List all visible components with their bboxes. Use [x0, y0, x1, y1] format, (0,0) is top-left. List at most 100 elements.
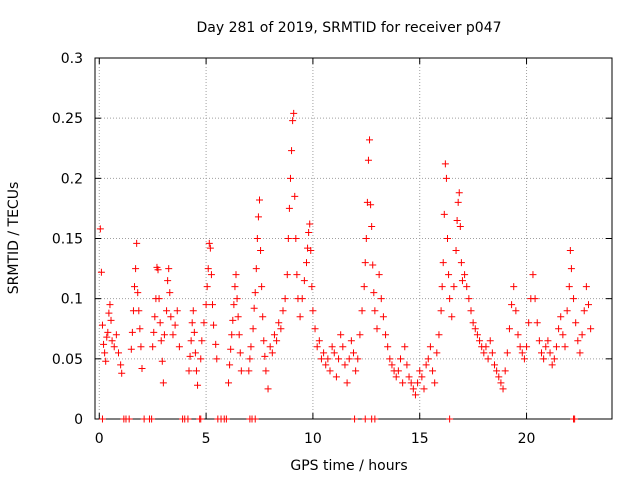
- data-point: [262, 367, 270, 375]
- data-point: [508, 301, 516, 309]
- data-point: [555, 325, 563, 333]
- data-point: [320, 349, 328, 357]
- data-point: [108, 337, 116, 345]
- data-point: [257, 247, 265, 255]
- data-point: [452, 247, 460, 255]
- data-point: [285, 204, 293, 212]
- data-point: [455, 189, 463, 197]
- data-point: [467, 307, 475, 315]
- data-point: [339, 343, 347, 351]
- data-point: [317, 355, 325, 363]
- data-point: [198, 337, 206, 345]
- data-point: [200, 319, 208, 327]
- data-point: [457, 259, 465, 267]
- data-point: [112, 331, 120, 339]
- data-point: [364, 156, 372, 164]
- data-point: [444, 235, 451, 242]
- data-point: [567, 265, 575, 273]
- data-point: [388, 361, 396, 369]
- data-point: [442, 174, 450, 182]
- data-point: [303, 259, 310, 267]
- data-point: [405, 373, 413, 381]
- data-point: [370, 289, 378, 297]
- data-point: [328, 343, 336, 351]
- y-tick-label: 0.15: [52, 232, 83, 248]
- data-point: [98, 321, 106, 329]
- y-axis-label: SRMTID / TECUs: [6, 182, 22, 295]
- data-point: [154, 266, 162, 274]
- data-point: [326, 367, 334, 375]
- data-point: [156, 319, 164, 327]
- data-point: [230, 301, 238, 309]
- data-point: [371, 415, 379, 423]
- data-point: [118, 369, 126, 377]
- data-point: [345, 355, 353, 363]
- chart-title: Day 281 of 2019, SRMTID for receiver p04…: [196, 20, 501, 36]
- data-point: [343, 379, 351, 387]
- data-point: [446, 415, 454, 423]
- data-point: [550, 355, 558, 363]
- data-point: [254, 213, 262, 221]
- data-point: [461, 271, 469, 279]
- data-point: [453, 216, 461, 224]
- data-point: [204, 265, 212, 273]
- data-point: [252, 265, 260, 273]
- data-point: [102, 357, 110, 365]
- data-point: [347, 337, 355, 345]
- data-point: [559, 331, 567, 339]
- data-point: [480, 349, 488, 357]
- data-point: [104, 328, 112, 336]
- data-point: [132, 265, 140, 273]
- data-point: [286, 174, 294, 182]
- data-point: [131, 283, 139, 291]
- data-point: [587, 325, 595, 333]
- data-point: [335, 355, 343, 363]
- data-point: [298, 295, 306, 303]
- data-point: [356, 331, 364, 339]
- data-point: [367, 201, 375, 209]
- data-point: [585, 301, 592, 309]
- data-point: [375, 271, 383, 279]
- data-point: [261, 352, 269, 360]
- data-point: [213, 355, 221, 363]
- x-tick-label: 10: [304, 431, 322, 447]
- data-point: [235, 331, 243, 339]
- data-point: [401, 343, 409, 351]
- data-point: [505, 325, 513, 333]
- data-point: [163, 307, 171, 315]
- data-point: [203, 283, 211, 291]
- data-point: [379, 313, 387, 321]
- data-point: [523, 343, 531, 351]
- data-point: [520, 355, 528, 363]
- data-point: [106, 301, 114, 309]
- x-tick-label: 20: [518, 431, 536, 447]
- data-point: [544, 337, 552, 345]
- data-point: [440, 210, 448, 218]
- data-point: [362, 235, 370, 242]
- data-point: [361, 415, 369, 423]
- data-point: [185, 367, 193, 375]
- data-point: [266, 343, 274, 351]
- data-point: [394, 367, 402, 375]
- y-tick-label: 0.2: [61, 171, 83, 187]
- data-point: [465, 295, 473, 303]
- data-point: [366, 136, 374, 144]
- data-point: [476, 337, 484, 345]
- data-point: [471, 325, 479, 333]
- data-point: [570, 295, 578, 303]
- data-point: [197, 415, 205, 423]
- data-point: [128, 328, 136, 336]
- data-point: [284, 235, 292, 242]
- data-point: [424, 355, 432, 363]
- data-point: [256, 196, 263, 204]
- y-tick-label: 0.25: [52, 111, 83, 127]
- data-point: [484, 355, 492, 363]
- data-point: [225, 379, 233, 387]
- data-point: [571, 415, 579, 423]
- data-point: [324, 355, 332, 363]
- data-point: [313, 343, 321, 351]
- data-point: [110, 343, 118, 351]
- data-point: [384, 343, 392, 351]
- data-point: [360, 283, 368, 291]
- data-point: [231, 283, 239, 291]
